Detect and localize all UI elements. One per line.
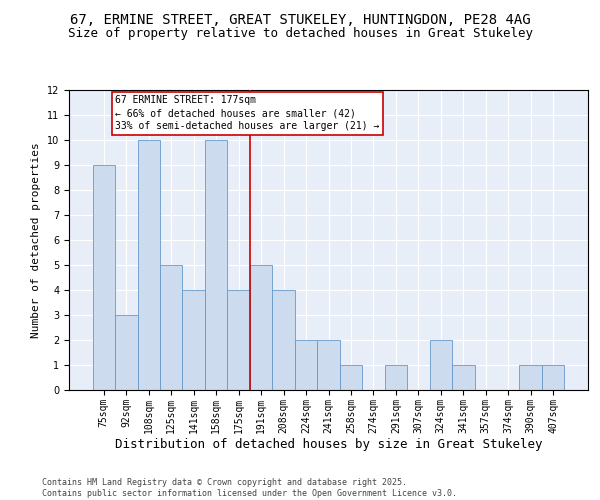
- Bar: [385, 365, 407, 390]
- Bar: [115, 315, 137, 390]
- X-axis label: Distribution of detached houses by size in Great Stukeley: Distribution of detached houses by size …: [115, 438, 542, 452]
- Bar: [452, 365, 475, 390]
- Bar: [272, 290, 295, 390]
- Text: 67 ERMINE STREET: 177sqm
← 66% of detached houses are smaller (42)
33% of semi-d: 67 ERMINE STREET: 177sqm ← 66% of detach…: [115, 95, 379, 132]
- Bar: [295, 340, 317, 390]
- Text: 67, ERMINE STREET, GREAT STUKELEY, HUNTINGDON, PE28 4AG: 67, ERMINE STREET, GREAT STUKELEY, HUNTI…: [70, 12, 530, 26]
- Bar: [317, 340, 340, 390]
- Bar: [182, 290, 205, 390]
- Y-axis label: Number of detached properties: Number of detached properties: [31, 142, 41, 338]
- Bar: [250, 265, 272, 390]
- Bar: [520, 365, 542, 390]
- Bar: [137, 140, 160, 390]
- Bar: [160, 265, 182, 390]
- Bar: [227, 290, 250, 390]
- Bar: [205, 140, 227, 390]
- Bar: [542, 365, 565, 390]
- Text: Size of property relative to detached houses in Great Stukeley: Size of property relative to detached ho…: [67, 28, 533, 40]
- Bar: [340, 365, 362, 390]
- Text: Contains HM Land Registry data © Crown copyright and database right 2025.
Contai: Contains HM Land Registry data © Crown c…: [42, 478, 457, 498]
- Bar: [92, 165, 115, 390]
- Bar: [430, 340, 452, 390]
